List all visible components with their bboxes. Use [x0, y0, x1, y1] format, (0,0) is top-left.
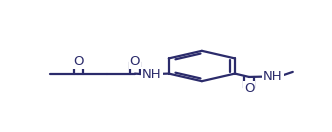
Text: NH: NH: [263, 70, 283, 83]
Text: NH: NH: [142, 68, 162, 81]
Text: O: O: [73, 55, 84, 68]
Text: O: O: [130, 55, 140, 68]
Text: O: O: [244, 82, 254, 95]
